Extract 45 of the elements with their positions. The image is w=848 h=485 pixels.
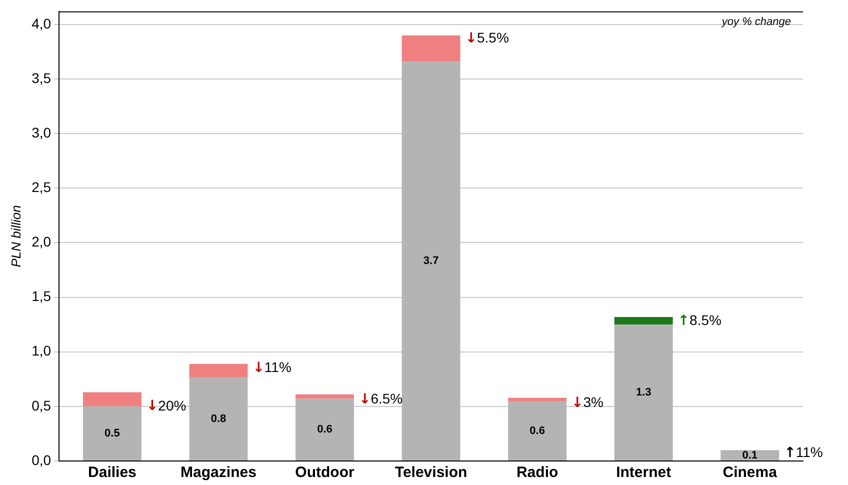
y-tick-label: 1,0 [32, 342, 52, 359]
data-label: 0.5 [104, 428, 120, 440]
annotation: yoy % change [720, 16, 791, 28]
bar [82, 406, 142, 460]
bar [402, 62, 460, 460]
bar [296, 398, 354, 460]
y-tick-label: 1,5 [32, 288, 52, 304]
y-tick-label: 0,0 [32, 452, 52, 468]
bar [614, 316, 673, 325]
bar [508, 398, 567, 401]
data-label: 3.7 [423, 255, 439, 268]
x-tick-label: Cinema [722, 464, 778, 482]
data-label: 0.6 [530, 424, 545, 437]
annotation: ↓11% [252, 359, 292, 376]
y-tick-label: 0,5 [32, 397, 52, 414]
annotation: ↓6.5% [358, 390, 403, 408]
bar [720, 450, 780, 460]
data-label: 0.8 [210, 412, 226, 425]
data-label: 1.3 [636, 386, 652, 399]
y-tick-label: 2,5 [32, 179, 52, 196]
bar [614, 324, 673, 460]
bar [296, 394, 354, 399]
annotation: ↑11% [784, 444, 823, 461]
x-tick-label: Internet [616, 464, 672, 482]
bar [189, 376, 248, 460]
y-tick-label: 4,0 [32, 15, 52, 32]
y-axis-title: PLN billion [8, 205, 24, 268]
data-label: 0.6 [317, 424, 332, 436]
y-tick-label: 3,5 [32, 70, 52, 86]
annotation: ↓3% [572, 394, 604, 411]
annotation: ↓20% [146, 397, 186, 414]
bar [82, 392, 142, 406]
x-tick-label: Dailies [88, 464, 136, 482]
x-tick-label: Outdoor [295, 464, 354, 482]
x-tick-label: Radio [516, 464, 558, 482]
x-tick-label: Magazines [180, 464, 256, 482]
y-tick-label: 3,0 [32, 124, 52, 140]
annotation: ↑8.5% [678, 312, 722, 329]
bar [189, 364, 248, 377]
y-tick-label: 2,0 [32, 234, 52, 250]
bar [402, 35, 460, 62]
bar [508, 400, 567, 460]
annotation: ↓5.5% [465, 30, 509, 46]
data-label: 0.1 [742, 449, 758, 462]
x-tick-label: Television [394, 464, 468, 482]
